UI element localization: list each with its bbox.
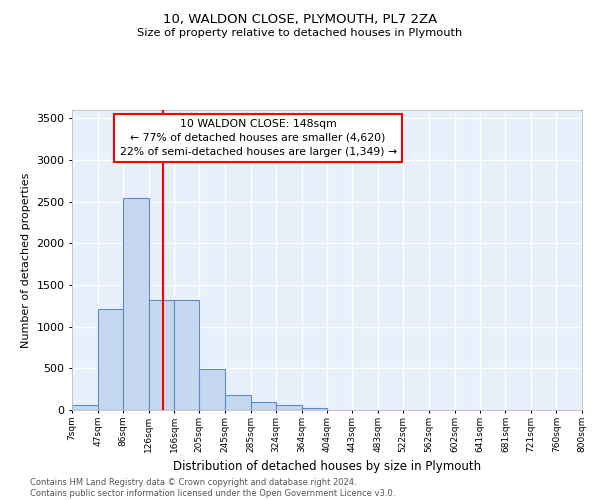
- Text: Size of property relative to detached houses in Plymouth: Size of property relative to detached ho…: [137, 28, 463, 38]
- X-axis label: Distribution of detached houses by size in Plymouth: Distribution of detached houses by size …: [173, 460, 481, 473]
- Bar: [123, 198, 149, 410]
- Text: 10, WALDON CLOSE, PLYMOUTH, PL7 2ZA: 10, WALDON CLOSE, PLYMOUTH, PL7 2ZA: [163, 12, 437, 26]
- Bar: [276, 406, 302, 410]
- Bar: [199, 369, 225, 410]
- Bar: [72, 406, 98, 410]
- Text: 10 WALDON CLOSE: 148sqm
← 77% of detached houses are smaller (4,620)
22% of semi: 10 WALDON CLOSE: 148sqm ← 77% of detache…: [119, 119, 397, 157]
- Bar: [251, 402, 276, 410]
- Bar: [174, 300, 199, 410]
- Bar: [225, 394, 251, 410]
- Y-axis label: Number of detached properties: Number of detached properties: [20, 172, 31, 348]
- Bar: [302, 408, 328, 410]
- Text: Contains HM Land Registry data © Crown copyright and database right 2024.
Contai: Contains HM Land Registry data © Crown c…: [30, 478, 395, 498]
- Bar: [149, 300, 174, 410]
- Bar: [98, 309, 123, 410]
